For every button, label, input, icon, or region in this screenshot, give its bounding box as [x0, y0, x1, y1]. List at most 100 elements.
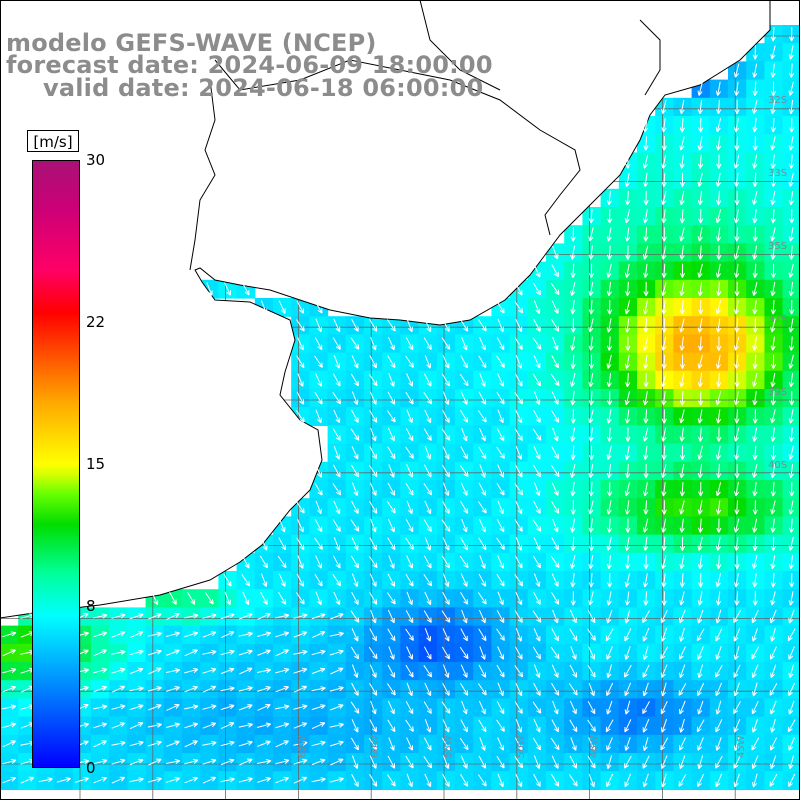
wind-arrow [752, 773, 758, 788]
wind-arrow [716, 518, 722, 533]
wind-arrow [332, 464, 341, 478]
wind-arrow [515, 355, 523, 369]
wind-arrow [260, 591, 268, 605]
wind-arrow [770, 391, 776, 406]
wind-arrow [789, 209, 795, 224]
wind-arrow [587, 610, 596, 624]
wind-arrow [387, 719, 396, 733]
latitude-label: 40S [768, 460, 787, 471]
wind-arrow [661, 463, 667, 479]
wind-arrow [496, 337, 505, 351]
wind-arrow [734, 463, 740, 479]
wind-arrow [442, 755, 450, 769]
wind-arrow [460, 410, 469, 423]
wind-arrow [570, 463, 576, 479]
wind-arrow [311, 667, 326, 675]
wind-arrow [661, 209, 667, 224]
wind-arrow [624, 482, 631, 497]
wind-arrow [424, 591, 432, 606]
wind-arrow [770, 500, 776, 515]
wind-arrow [405, 537, 414, 550]
wind-arrow [661, 354, 667, 369]
wind-arrow [148, 613, 162, 620]
wind-arrow [661, 554, 667, 570]
wind-arrow [679, 627, 685, 642]
wind-arrow [477, 774, 487, 787]
wind-arrow [423, 519, 432, 532]
wind-arrow [715, 773, 723, 788]
wind-arrow [570, 336, 576, 351]
wind-arrow [111, 649, 126, 655]
wind-arrow [296, 336, 304, 351]
colorbar-tick-label: 22 [86, 313, 106, 332]
wind-arrow [405, 701, 414, 715]
wind-arrow [368, 464, 378, 478]
wind-arrow [351, 773, 359, 787]
wind-arrow [570, 737, 577, 751]
wind-arrow [424, 628, 432, 642]
wind-arrow [315, 591, 322, 606]
wind-arrow [532, 464, 541, 478]
wind-arrow [625, 427, 631, 442]
wind-arrow [93, 667, 108, 674]
wind-arrow [734, 391, 740, 406]
wind-arrow [770, 99, 776, 115]
wind-arrow [405, 628, 414, 641]
wind-arrow [239, 613, 253, 620]
wind-arrow [38, 777, 53, 783]
wind-arrow [588, 318, 594, 333]
wind-arrow [405, 573, 414, 587]
wind-arrow [697, 536, 703, 551]
wind-arrow [570, 318, 576, 333]
wind-arrow [514, 373, 523, 387]
wind-arrow [606, 190, 612, 206]
wind-arrow [606, 591, 612, 606]
wind-arrow [552, 518, 559, 533]
wind-arrow [588, 227, 594, 242]
wind-arrow [679, 354, 686, 369]
wind-arrow [551, 537, 559, 551]
wind-arrow [202, 776, 217, 784]
wind-arrow [314, 537, 323, 550]
wind-arrow [570, 391, 576, 406]
wind-arrow [332, 428, 341, 441]
wind-arrow [733, 773, 740, 788]
wind-arrow [606, 682, 614, 696]
wind-arrow [697, 773, 705, 787]
wind-arrow [2, 722, 17, 729]
wind-arrow [478, 518, 486, 533]
wind-arrow [202, 758, 217, 765]
wind-arrow [770, 718, 776, 733]
colorbar-tick-label: 30 [86, 151, 106, 169]
wind-arrow [424, 537, 432, 551]
wind-arrow [642, 245, 649, 260]
wind-arrow [478, 446, 487, 460]
wind-arrow [93, 613, 108, 619]
wind-arrow [477, 410, 487, 423]
wind-arrow [606, 773, 614, 787]
wind-arrow [442, 537, 450, 551]
wind-arrow [770, 336, 776, 351]
wind-arrow [333, 500, 341, 515]
wind-arrow [333, 591, 341, 606]
wind-arrow [478, 628, 487, 642]
colorbar-tick-label: 8 [86, 596, 96, 615]
wind-arrow [752, 63, 758, 78]
wind-arrow [788, 755, 795, 770]
wind-arrow [388, 555, 395, 569]
wind-arrow [789, 573, 795, 588]
wind-arrow [533, 628, 541, 642]
wind-arrow [716, 336, 722, 351]
wind-arrow [588, 591, 594, 606]
wind-arrow [624, 700, 631, 715]
wind-arrow [551, 482, 559, 496]
wind-arrow [202, 704, 217, 710]
wind-arrow [315, 500, 322, 515]
wind-arrow [388, 373, 395, 387]
wind-arrow [147, 722, 162, 728]
wind-arrow [642, 737, 649, 751]
wind-arrow [679, 118, 685, 133]
wind-arrow [532, 737, 541, 751]
wind-arrow [332, 373, 341, 387]
wind-arrow [697, 700, 704, 715]
